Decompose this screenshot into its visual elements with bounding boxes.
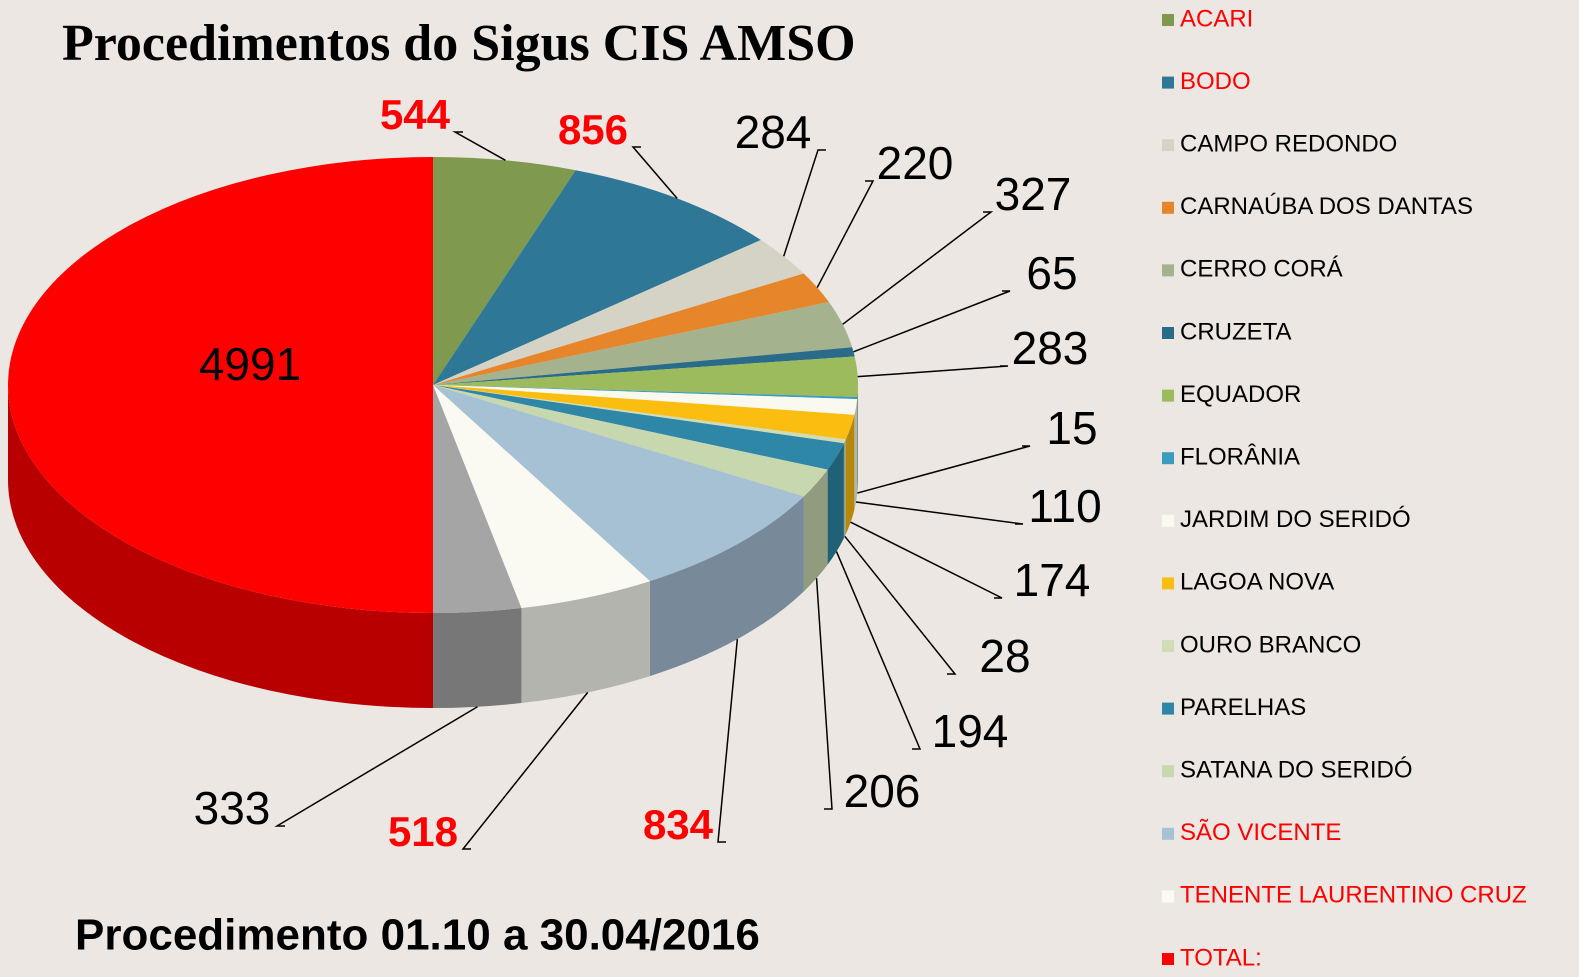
pie-slice [433,170,761,385]
pie-slice [433,302,853,385]
legend-swatch [1162,264,1174,277]
leader-line [783,149,826,257]
pie-slice [433,385,522,613]
leader-line [835,551,922,750]
legend-swatch [1162,827,1174,840]
leader-line [274,706,478,827]
legend-label: JARDIM DO SERIDÓ [1180,506,1411,533]
legend-swatch [1162,702,1174,715]
legend-swatch [1162,452,1174,465]
legend-swatch [1162,389,1174,402]
pie-side [803,469,828,592]
pie-slice [433,356,858,397]
pie-slice [8,157,433,613]
data-label: 28 [979,630,1030,682]
pie-slice [433,347,855,385]
pie-slice [433,273,829,385]
legend-swatch [1162,201,1174,214]
legend-swatch [1162,139,1174,152]
legend-label: PARELHAS [1180,694,1306,721]
legend-swatch [1162,765,1174,778]
data-label: 174 [1014,554,1091,606]
leader-line [452,131,506,161]
leader-line [844,535,957,675]
data-label: 110 [1028,480,1101,532]
pie-slice [433,157,576,385]
legend-swatch [1162,890,1174,903]
leader-line [857,365,1009,378]
pie-side [433,608,522,708]
data-label: 834 [643,801,714,848]
legend-label: CERRO CORÁ [1180,256,1343,283]
pie-slice [433,385,844,470]
data-label: 206 [844,765,921,817]
pie-slice [433,385,846,444]
legend-swatch [1162,514,1174,527]
leader-line [855,501,1024,525]
pie-side [854,399,858,510]
legend-swatch [1162,14,1174,26]
pie-slice [433,385,858,400]
data-label: 518 [388,808,458,855]
data-label: 283 [1012,322,1089,374]
chart-title: Procedimentos do Sigus CIS AMSO [62,15,856,72]
legend-label: SATANA DO SERIDÓ [1180,757,1413,784]
pie-side [827,443,844,565]
data-label: 220 [877,137,954,189]
pie-side [649,496,804,677]
legend-label: ACARI [1180,5,1253,32]
data-label: 194 [932,705,1009,757]
pie-side [843,439,846,539]
pie-slice [433,385,855,440]
pie-slice [433,385,828,497]
pie-slice [433,239,804,385]
leader-line [461,691,589,850]
pie-slice [433,385,858,415]
legend-label: OURO BRANCO [1180,631,1361,658]
pie-side [845,414,855,535]
leader-line [853,290,1011,353]
legend-swatch [1162,327,1174,339]
data-label: 856 [558,106,628,153]
legend-label: SÃO VICENTE [1180,819,1341,846]
data-label: 15 [1046,402,1097,454]
pie-side [521,581,650,704]
pie-side [857,385,858,492]
chart-subtitle: Procedimento 01.10 a 30.04/2016 [75,911,760,960]
pie-slice [433,385,804,582]
leader-line [842,211,994,325]
leader-line [857,445,1031,494]
data-label: 284 [735,106,812,158]
pie-side [8,385,433,708]
leader-line [631,146,678,199]
legend-label: TOTAL: [1180,944,1262,971]
data-label: 544 [380,91,451,138]
data-label: 4991 [199,338,301,390]
legend-swatch [1162,76,1174,89]
leader-line [850,521,1003,599]
legend-label: CRUZETA [1180,318,1292,345]
legend-label: CARNAÚBA DOS DANTAS [1180,193,1473,220]
leader-line [816,180,875,288]
pie-slice [433,385,650,609]
legend-label: LAGOA NOVA [1180,569,1334,596]
data-label: 333 [194,782,271,834]
legend-swatch [1162,953,1174,965]
legend-swatch [1162,640,1174,652]
legend-label: CAMPO REDONDO [1180,131,1397,158]
legend-label: BODO [1180,68,1251,95]
legend-swatch [1162,577,1174,590]
legend-label: FLORÂNIA [1180,444,1300,471]
legend-label: EQUADOR [1180,381,1301,408]
legend-label: TENENTE LAURENTINO CRUZ [1180,882,1527,909]
data-label: 65 [1026,247,1077,299]
leader-line [815,578,833,810]
leader-line [717,639,739,843]
data-label: 327 [995,168,1072,220]
